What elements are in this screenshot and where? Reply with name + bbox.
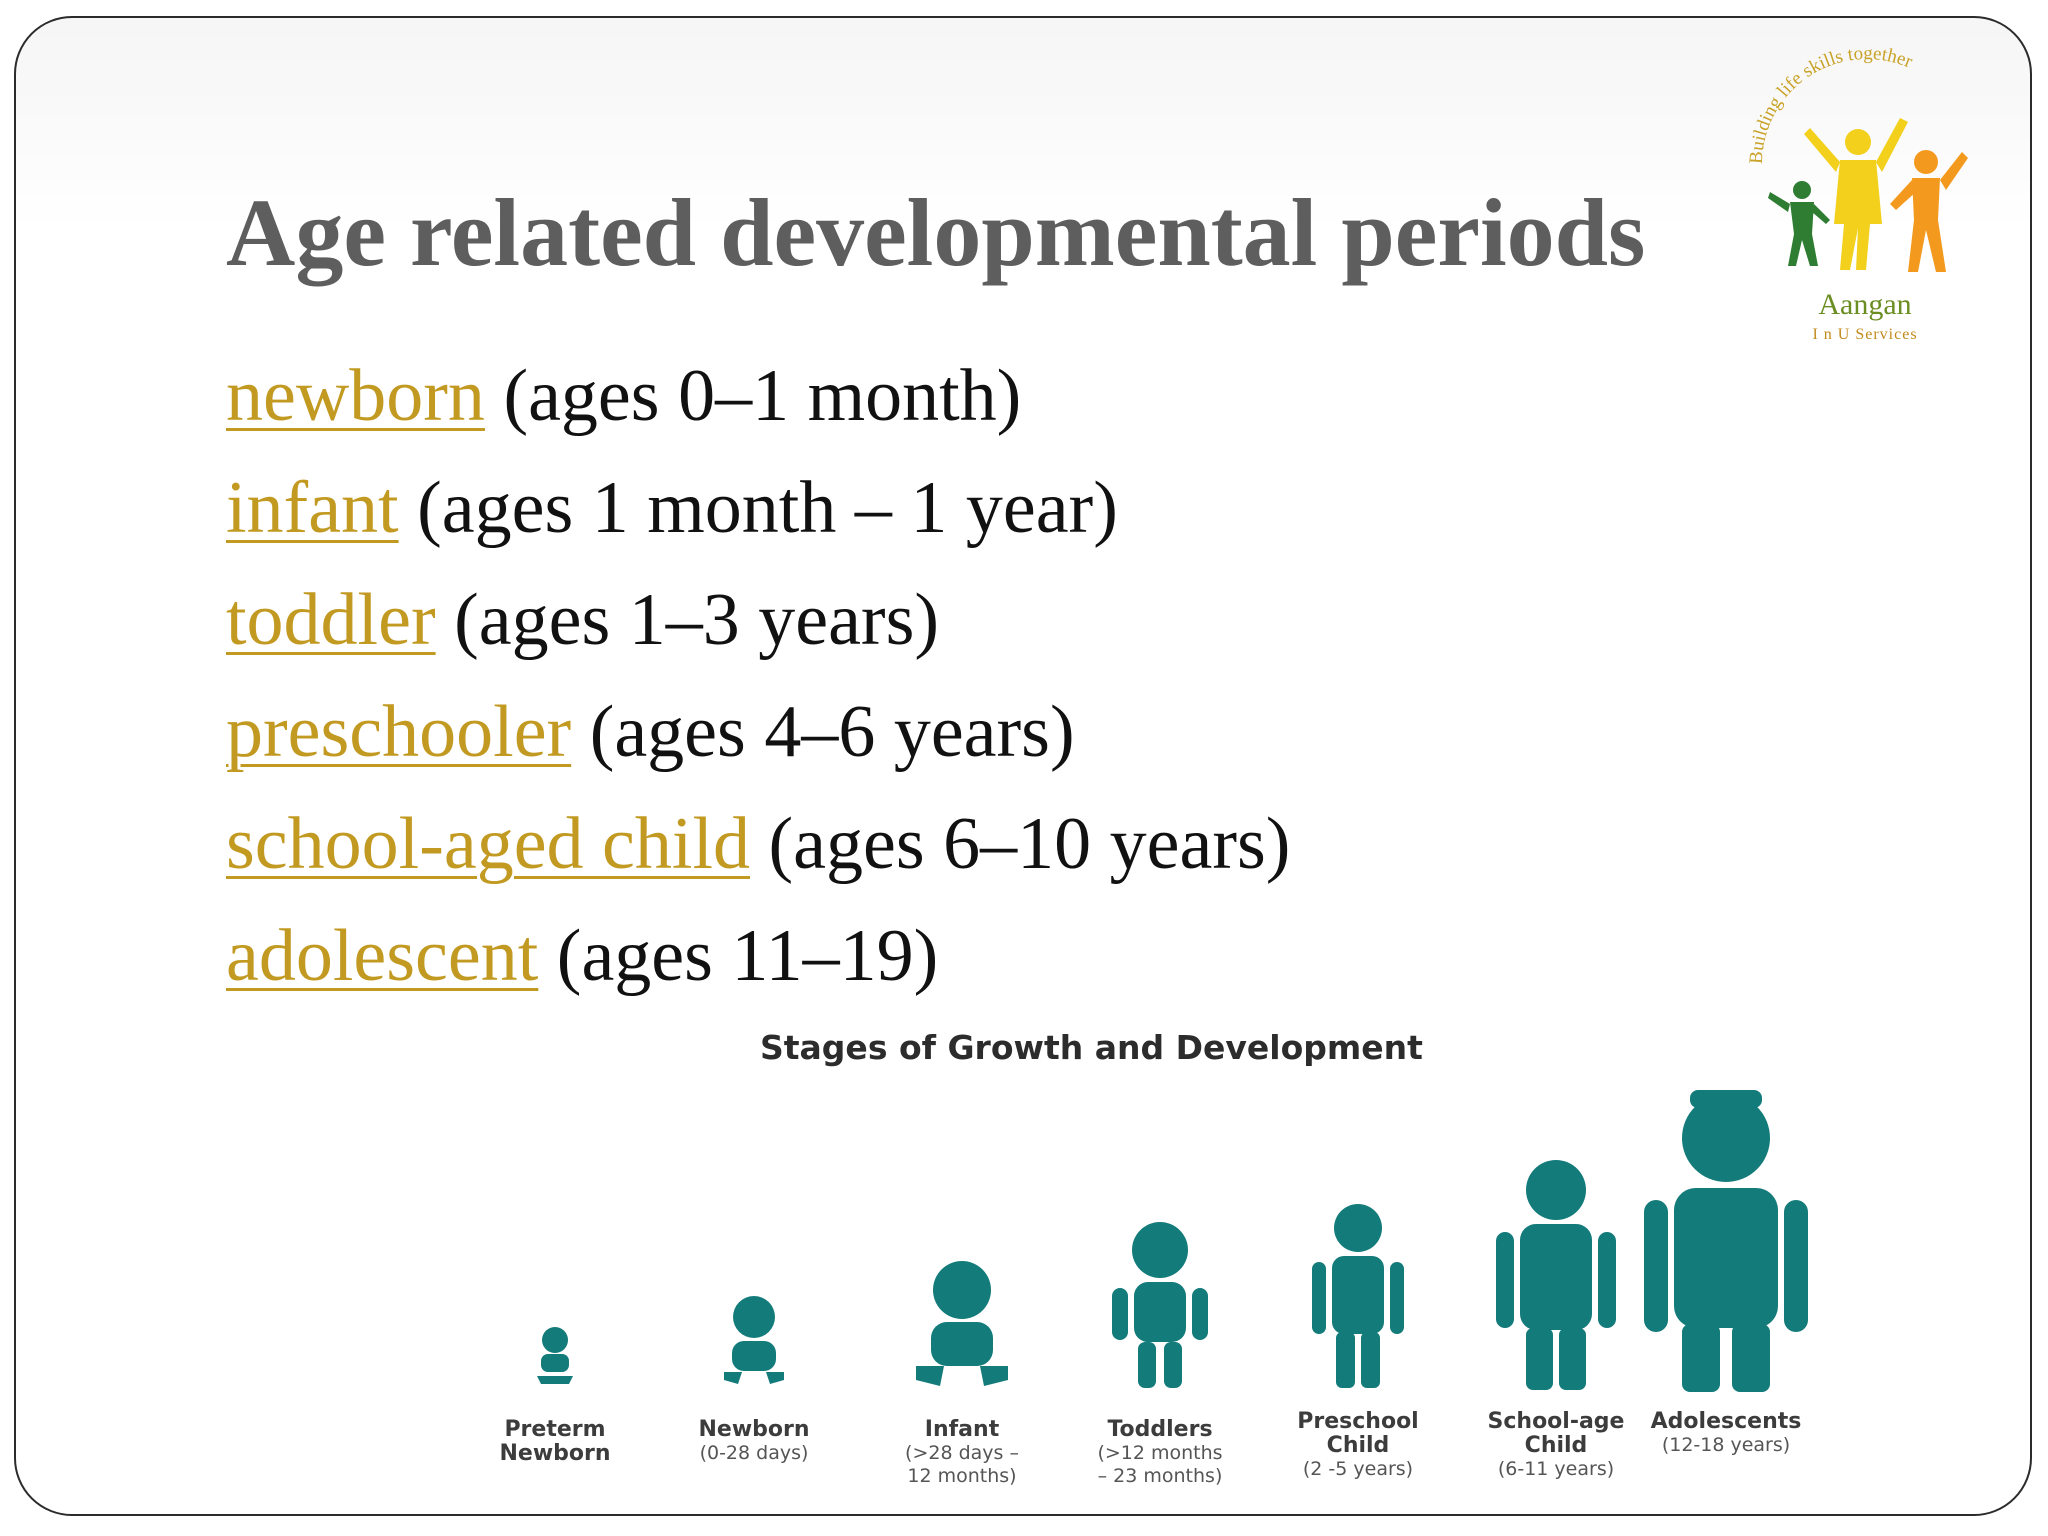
- caption-preterm-newborn: Preterm Newborn: [455, 1418, 655, 1466]
- stage-link-infant[interactable]: infant: [226, 467, 399, 549]
- preschool-child-figure: [1312, 1204, 1404, 1388]
- stage-range: (ages 11–19): [556, 915, 939, 997]
- preterm-newborn-figure: [537, 1327, 573, 1384]
- caption-toddlers: Toddlers (>12 months – 23 months): [1060, 1418, 1260, 1488]
- stage-link-newborn[interactable]: newborn: [226, 355, 485, 437]
- stage-range: (ages 1–3 years): [454, 579, 940, 661]
- caption-infant: Infant (>28 days – 12 months): [862, 1418, 1062, 1488]
- infant-figure: [916, 1261, 1008, 1386]
- logo-name: Aangan: [1818, 288, 1912, 321]
- caption-school-age-child: School-age Child (6-11 years): [1456, 1410, 1656, 1481]
- caption-preschool-child: Preschool Child (2 -5 years): [1258, 1410, 1458, 1481]
- caption-range: (>12 months – 23 months): [1097, 1442, 1223, 1487]
- stage-link-preschooler[interactable]: preschooler: [226, 691, 572, 773]
- caption-name: Adolescents: [1650, 1409, 1802, 1434]
- yellow-child-icon: [1804, 118, 1908, 270]
- stage-range: (ages 0–1 month): [503, 355, 1022, 437]
- toddler-figure: [1112, 1222, 1208, 1388]
- school-age-child-figure: [1496, 1160, 1616, 1390]
- stage-link-toddler[interactable]: toddler: [226, 579, 436, 661]
- adolescent-figure: [1644, 1090, 1808, 1392]
- green-child-icon: [1768, 181, 1830, 266]
- caption-range: (0-28 days): [699, 1442, 809, 1464]
- slide-title: Age related developmental periods: [226, 179, 1646, 286]
- caption-name: School-age Child: [1487, 1409, 1625, 1458]
- caption-name: Preterm Newborn: [499, 1417, 611, 1466]
- caption-name: Toddlers: [1107, 1417, 1213, 1442]
- caption-name: Infant: [924, 1417, 1000, 1442]
- logo-subtitle: I n U Services: [1812, 326, 1918, 343]
- caption-range: (12-18 years): [1661, 1434, 1791, 1456]
- stage-item-newborn: newborn (ages 0–1 month): [226, 340, 1290, 452]
- infographic-title: Stages of Growth and Development: [760, 1028, 1423, 1067]
- caption-newborn: Newborn (0-28 days): [654, 1418, 854, 1465]
- logo-graphic: Building life skills together: [1746, 43, 1968, 272]
- stage-range: (ages 1 month – 1 year): [417, 467, 1118, 549]
- orange-child-icon: [1890, 150, 1968, 272]
- stage-item-adolescent: adolescent (ages 11–19): [226, 900, 1290, 1012]
- caption-range: (2 -5 years): [1302, 1458, 1414, 1480]
- stage-item-toddler: toddler (ages 1–3 years): [226, 564, 1290, 676]
- caption-range: (6-11 years): [1497, 1458, 1615, 1480]
- stage-item-preschooler: preschooler (ages 4–6 years): [226, 676, 1290, 788]
- caption-name: Preschool Child: [1297, 1409, 1419, 1458]
- stage-link-school-aged-child[interactable]: school-aged child: [226, 803, 750, 885]
- growth-infographic: Stages of Growth and Development: [470, 1010, 1870, 1510]
- stage-item-infant: infant (ages 1 month – 1 year): [226, 452, 1290, 564]
- aangan-logo: Building life skills together Aangan I n…: [1740, 43, 1990, 364]
- stage-item-school-aged-child: school-aged child (ages 6–10 years): [226, 788, 1290, 900]
- caption-name: Newborn: [698, 1417, 810, 1442]
- caption-range: (>28 days – 12 months): [905, 1442, 1019, 1487]
- stage-list: newborn (ages 0–1 month) infant (ages 1 …: [226, 340, 1290, 1012]
- stage-figures: [537, 1090, 1808, 1392]
- newborn-figure: [724, 1296, 784, 1384]
- caption-adolescents: Adolescents (12-18 years): [1626, 1410, 1826, 1457]
- stage-link-adolescent[interactable]: adolescent: [226, 915, 539, 997]
- stage-range: (ages 6–10 years): [768, 803, 1291, 885]
- stage-range: (ages 4–6 years): [589, 691, 1075, 773]
